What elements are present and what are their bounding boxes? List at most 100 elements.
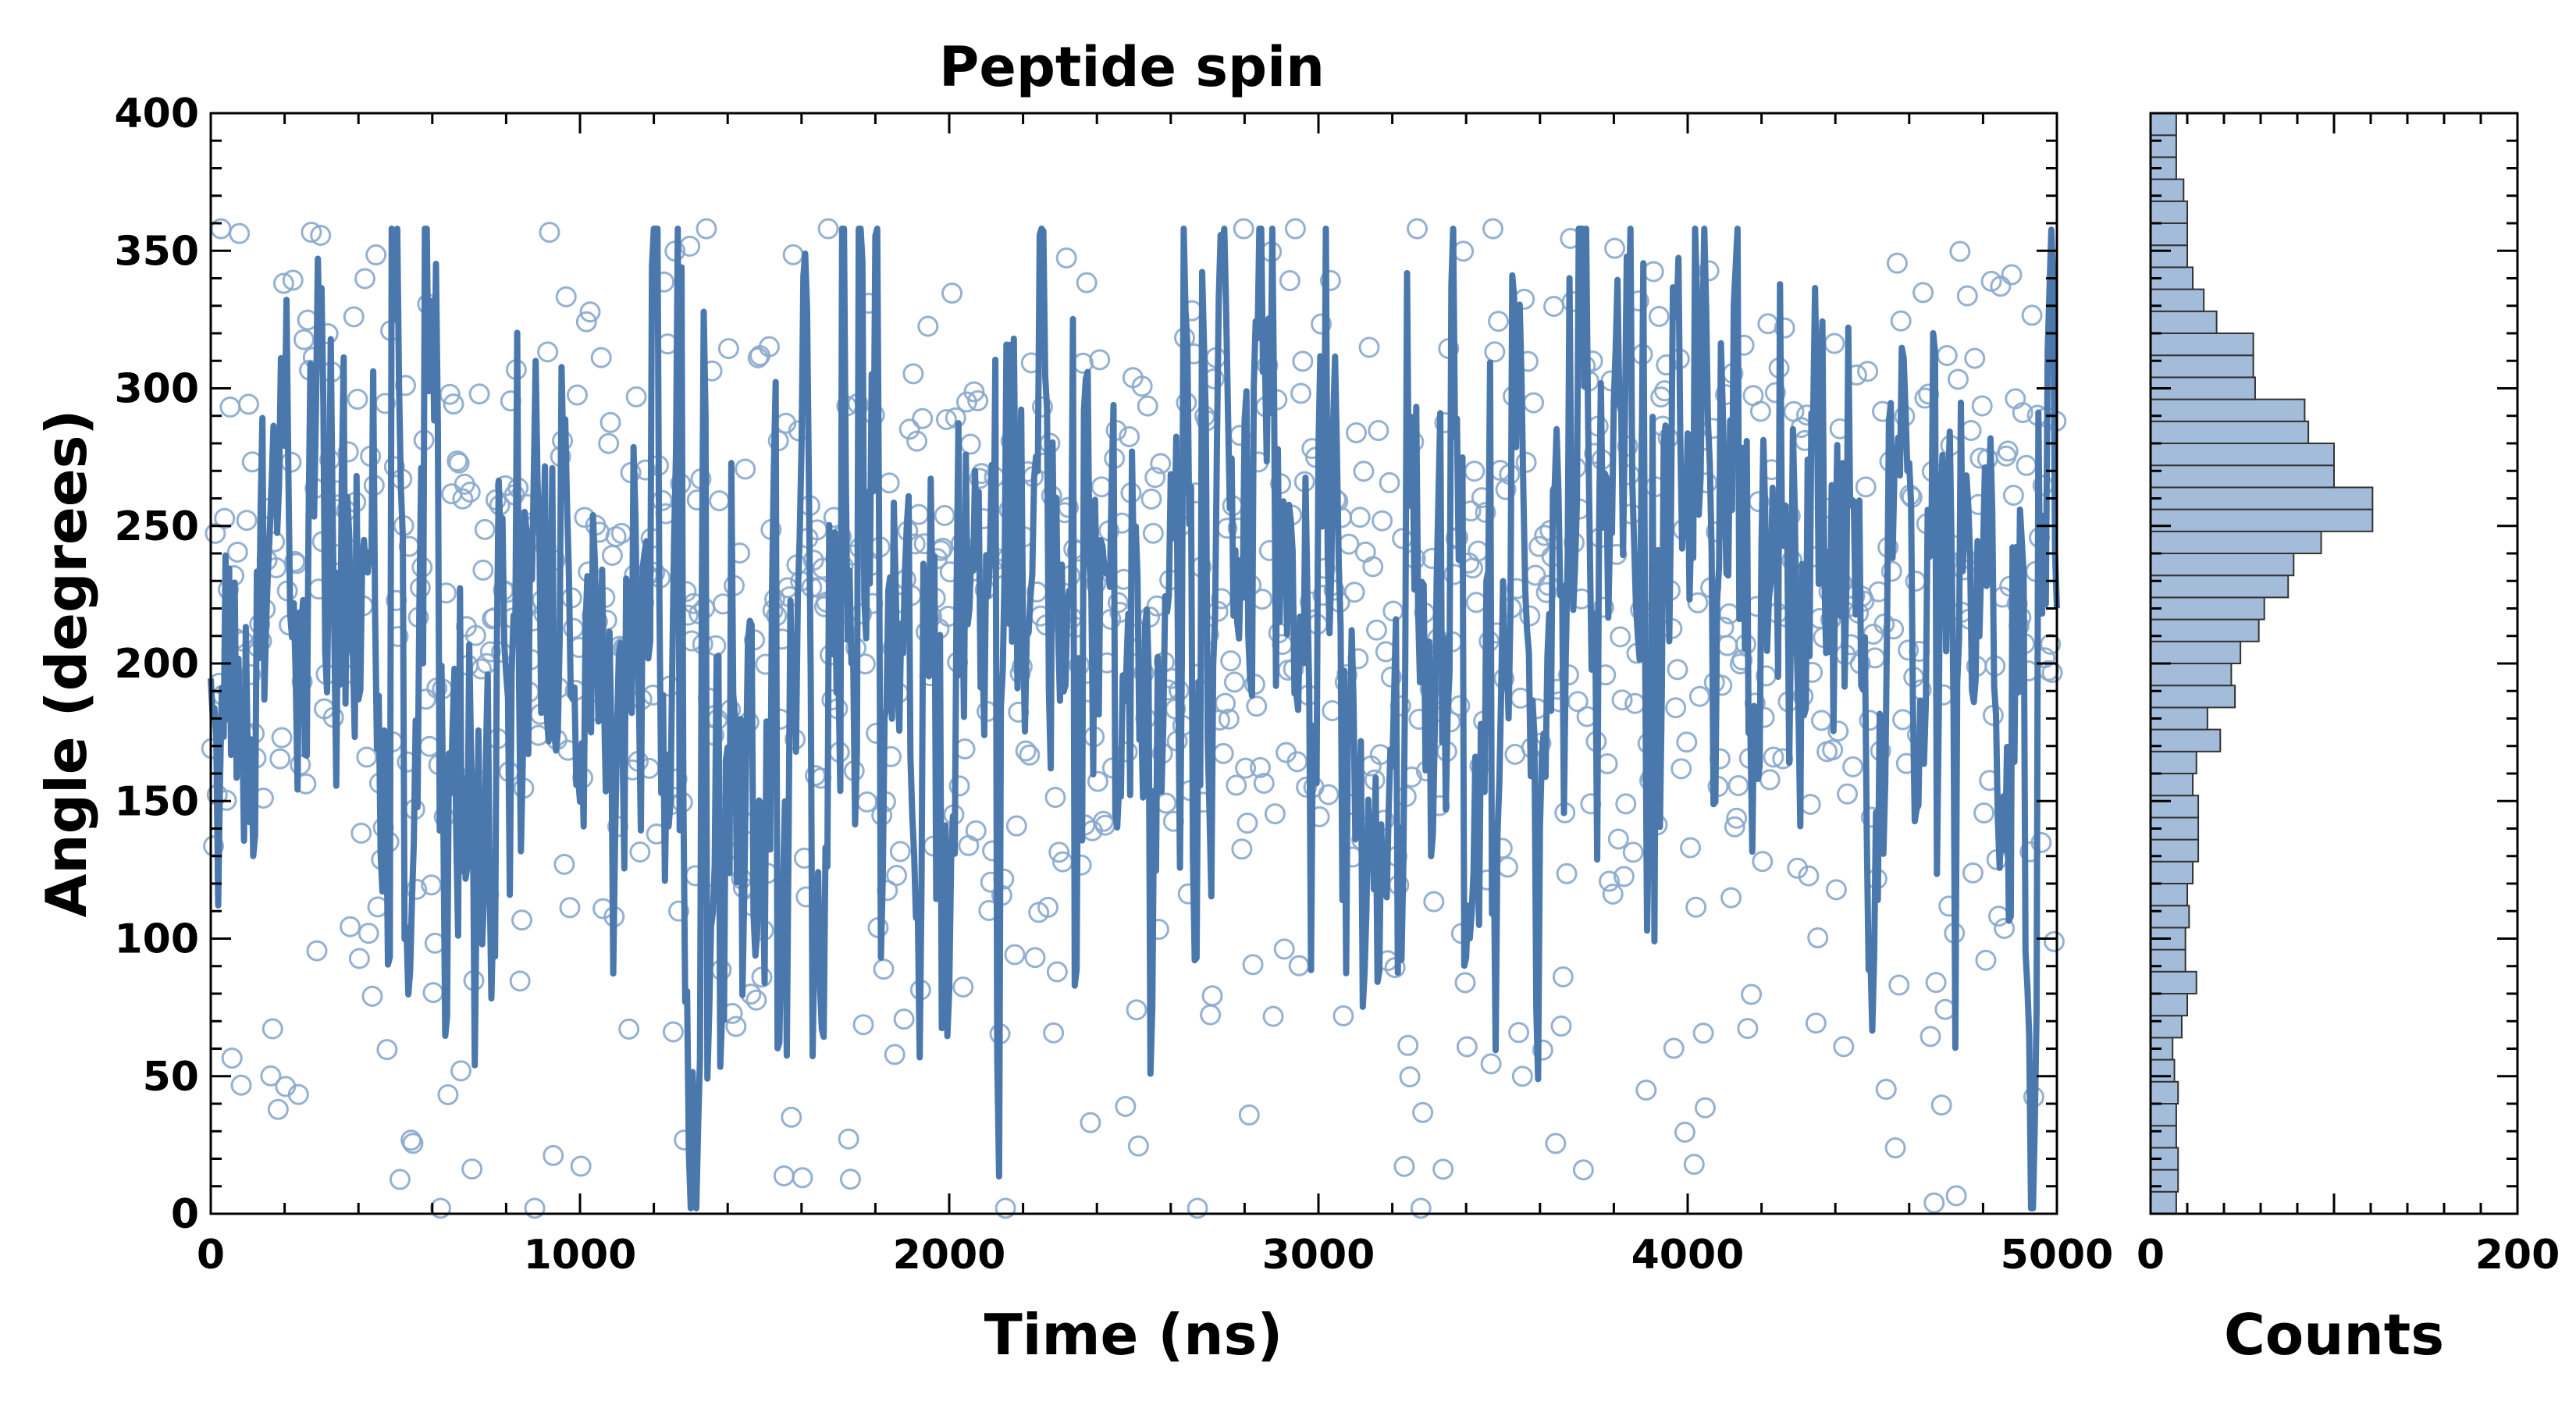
scatter-point — [1284, 218, 1306, 240]
scatter-point — [1076, 272, 1098, 293]
scatter-point — [229, 222, 251, 244]
scatter-point — [935, 408, 957, 430]
scatter-point — [1399, 1066, 1421, 1088]
scatter-point — [1759, 769, 1781, 791]
histogram-bar — [2150, 178, 2185, 202]
scatter-point — [1231, 838, 1253, 860]
scatter-point — [1988, 905, 2010, 927]
scatter-point — [1787, 857, 1809, 879]
scatter-point — [908, 503, 930, 525]
scatter-point — [817, 218, 839, 240]
scatter-point — [792, 1167, 813, 1189]
histogram-bar — [2150, 508, 2374, 532]
histogram-bar — [2150, 222, 2188, 247]
scatter-point — [1354, 541, 1376, 563]
scatter-point — [1511, 1065, 1533, 1087]
scatter-point — [1137, 395, 1158, 417]
scatter-point — [758, 336, 780, 357]
scatter-point — [600, 411, 621, 433]
scatter-point — [1392, 528, 1414, 550]
scatter-point — [219, 397, 241, 418]
scatter-point — [402, 1133, 424, 1154]
scatter-point — [1362, 556, 1384, 578]
scatter-point — [226, 541, 248, 563]
histogram-plot: 0 200 — [2137, 112, 2560, 1279]
scatter-point — [1855, 476, 1877, 498]
scatter-point — [461, 1158, 483, 1180]
scatter-point — [1019, 744, 1041, 766]
histogram-bar — [2150, 728, 2222, 752]
scatter-point — [629, 841, 651, 863]
scatter-point — [884, 1044, 906, 1065]
scatter-point — [269, 748, 291, 770]
scatter-point — [450, 1060, 471, 1082]
scatter-point — [575, 311, 597, 333]
scatter-point — [537, 341, 559, 363]
scatter-point — [1749, 400, 1771, 422]
scatter-point — [902, 363, 924, 385]
histogram-bar — [2150, 486, 2374, 510]
scatter-point — [1253, 772, 1275, 794]
scatter-point — [271, 727, 293, 749]
time-series-plot: 0 1000 2000 3000 4000 5000 0 50 100 150 200 250 300… — [114, 91, 2113, 1279]
scatter-point — [1676, 731, 1698, 753]
scatter-point — [1218, 708, 1240, 730]
scatter-point — [1292, 350, 1314, 372]
scatter-point — [1798, 865, 1820, 887]
scatter-point — [1572, 1159, 1594, 1181]
histogram-bar — [2150, 333, 2254, 357]
scatter-point — [1464, 461, 1485, 482]
scatter-point — [437, 1083, 459, 1105]
scatter-point — [1484, 341, 1506, 363]
scatter-point — [1774, 317, 1795, 339]
hist-x-tick-label: 0 — [2137, 1232, 2165, 1279]
scatter-point — [1752, 851, 1774, 873]
scatter-point — [1311, 313, 1332, 335]
scatter-point — [838, 1128, 859, 1150]
scatter-point — [839, 1168, 861, 1190]
scatter-point — [952, 976, 974, 998]
scatter-point — [1037, 896, 1059, 918]
scatter-point — [1508, 1022, 1530, 1044]
scatter-point — [1685, 896, 1707, 918]
scatter-point — [1031, 396, 1053, 418]
histogram-bar — [2150, 354, 2254, 379]
scatter-point — [735, 458, 756, 480]
line-series — [208, 226, 2060, 1211]
scatter-point — [1200, 1004, 1222, 1026]
scatter-point — [1683, 1154, 1705, 1176]
scatter-point — [221, 1048, 243, 1069]
scatter-point — [1656, 354, 1678, 376]
histogram-bar — [2150, 860, 2194, 885]
scatter-point — [236, 510, 258, 532]
scatter-point — [886, 865, 908, 887]
scatter-point — [1611, 689, 1633, 711]
scatter-point — [421, 874, 443, 896]
histogram-bar — [2150, 1080, 2179, 1105]
scatter-point — [267, 1098, 289, 1120]
scatter-point — [1150, 453, 1172, 475]
scatter-point — [287, 1083, 309, 1105]
scatter-point — [696, 218, 717, 240]
histogram-bar — [2150, 993, 2188, 1017]
scatter-point — [590, 347, 612, 368]
scatter-point — [1319, 269, 1341, 291]
scatter-point — [1131, 375, 1153, 397]
scatter-point — [1015, 740, 1037, 762]
scatter-point — [1212, 742, 1234, 764]
scatter-point — [1799, 793, 1821, 815]
scatter-point — [1642, 261, 1664, 283]
histogram-bar — [2150, 1058, 2176, 1083]
scatter-point — [1956, 285, 1978, 307]
scatter-point — [1687, 592, 1709, 614]
x-tick-label: 1000 — [524, 1232, 637, 1279]
scatter-point — [1024, 947, 1046, 969]
y-tick-label: 0 — [171, 1191, 199, 1238]
scatter-point — [1048, 841, 1070, 863]
chart-title: Peptide spin — [939, 35, 1325, 99]
scatter-point — [668, 900, 690, 922]
scatter-point — [965, 820, 987, 841]
hist-x-axis-title: Counts — [2224, 1302, 2444, 1368]
scatter-point — [1810, 710, 1832, 731]
